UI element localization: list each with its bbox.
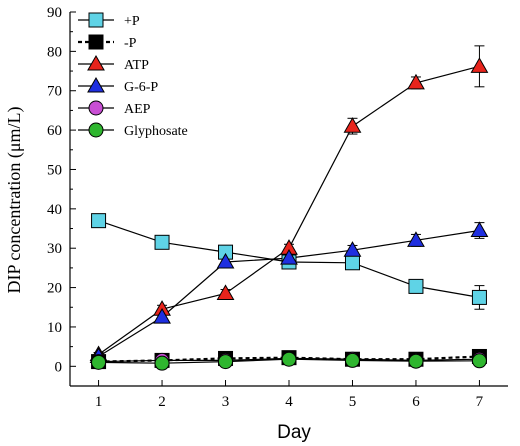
data-point	[470, 57, 489, 73]
x-tick-label: 7	[476, 394, 484, 410]
data-point	[280, 248, 298, 265]
data-point	[470, 221, 489, 238]
data-point	[471, 289, 487, 305]
y-tick-label: 50	[47, 162, 62, 178]
x-tick-label: 5	[349, 394, 357, 410]
legend-marker	[88, 100, 104, 116]
y-tick-label: 20	[47, 281, 62, 297]
data-point	[343, 117, 362, 133]
data-point	[407, 231, 425, 247]
legend-marker	[88, 122, 104, 138]
y-tick-label: 40	[47, 202, 62, 218]
y-tick-label: 0	[55, 359, 63, 375]
data-point	[154, 234, 170, 250]
legend-label: +P	[124, 14, 140, 29]
legend-marker	[88, 34, 104, 50]
y-tick-label: 90	[47, 5, 62, 21]
legend-label: AEP	[124, 102, 151, 117]
legend-marker	[87, 76, 105, 93]
legend-label: ATP	[124, 58, 149, 73]
y-tick-label: 80	[47, 44, 62, 60]
legend-label: G-6-P	[124, 80, 158, 95]
data-point	[281, 351, 297, 367]
x-tick-label: 2	[158, 394, 166, 410]
data-point	[344, 255, 360, 271]
data-point	[408, 278, 424, 294]
plot-area: 0 10 20 30 40 50 60 70 80 90 1 2 3 4 5 6 7 +P -P ATP G-6-P AE…	[47, 5, 508, 410]
legend-marker	[87, 54, 105, 71]
x-axis-title: Day	[277, 422, 311, 443]
data-point	[408, 353, 424, 369]
data-point	[471, 353, 487, 369]
data-point	[218, 354, 234, 370]
data-point	[154, 355, 170, 371]
y-tick-label: 70	[47, 84, 62, 100]
data-point	[343, 241, 362, 257]
x-tick-label: 4	[285, 394, 293, 410]
data-point	[344, 352, 360, 368]
legend-label: Glyphosate	[124, 124, 188, 139]
data-point	[153, 308, 171, 324]
y-tick-label: 10	[47, 320, 62, 336]
y-axis-title: DIP concentration (μm/L)	[4, 107, 25, 294]
data-point	[407, 73, 425, 90]
data-point	[91, 354, 107, 370]
x-tick-label: 6	[412, 394, 420, 410]
y-tick-label: 60	[47, 123, 62, 139]
x-tick-label: 1	[95, 394, 103, 410]
legend-label: -P	[124, 36, 137, 51]
y-tick-label: 30	[47, 241, 62, 257]
data-point	[91, 213, 107, 229]
data-point	[216, 252, 235, 269]
x-tick-label: 3	[222, 394, 230, 410]
data-point	[216, 284, 235, 301]
legend-marker	[88, 12, 104, 28]
